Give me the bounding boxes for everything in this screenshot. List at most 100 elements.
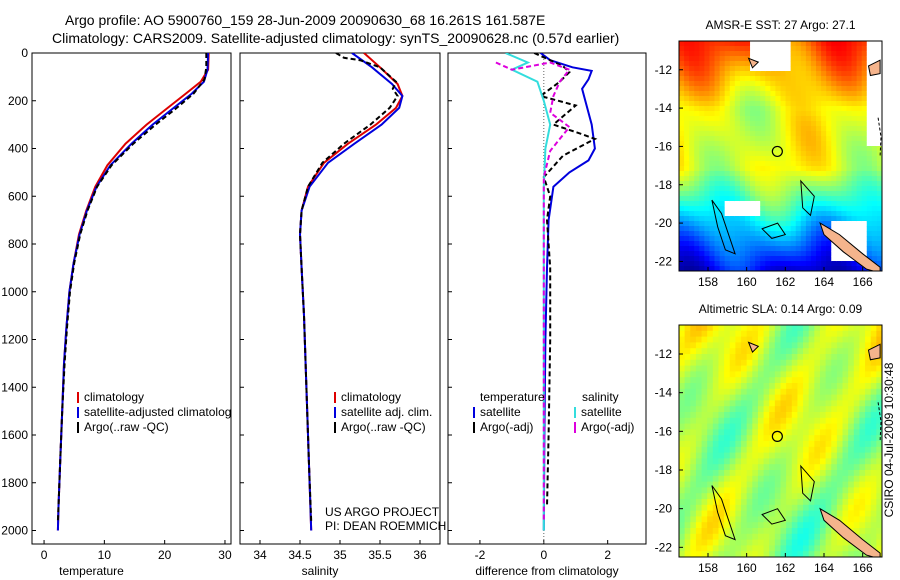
sst_map-heat-cell	[719, 86, 726, 92]
sst_map-heat-cell	[851, 151, 858, 157]
sst_map-heat-cell	[871, 201, 878, 207]
sla_map-heat-cell	[797, 470, 804, 477]
sla_map-heat-cell	[741, 330, 748, 337]
sst_map-heat-cell	[750, 71, 756, 77]
sla_map-heat-cell	[695, 325, 702, 332]
sla_map-heat-cell	[825, 458, 832, 465]
sst_map-heat-cell	[770, 86, 776, 92]
sla_map-heat-cell	[690, 522, 697, 529]
sst_map-heat-cell	[841, 206, 847, 212]
sst_map-heat-cell	[775, 116, 781, 122]
sst_map-heat-cell	[679, 261, 685, 267]
sla_map-heat-cell	[848, 545, 855, 552]
sla_map-heat-cell	[842, 487, 849, 494]
sla_map-heat-cell	[729, 342, 736, 349]
sst_map-heat-cell	[729, 261, 736, 267]
panel-temperature: 0 10 20 30020040060080010001200140016001800…	[1, 46, 232, 578]
sst_map-heat-cell	[709, 256, 715, 262]
sst_map-heat-cell	[724, 231, 731, 237]
sst_map-heat-cell	[775, 226, 781, 232]
sla_map-heat-cell	[707, 470, 714, 477]
sst_map-heat-cell	[861, 111, 868, 117]
sst_map-heat-cell	[876, 186, 883, 192]
temperature-xlabel: temperature	[59, 564, 124, 578]
sst_map-heat-cell	[734, 171, 741, 177]
sst_map-heat-cell	[714, 246, 720, 252]
sla_map-heat-cell	[695, 330, 702, 337]
sla_map-heat-cell	[684, 499, 691, 506]
sst_map-heat-cell	[724, 181, 731, 187]
sla_map-heat-cell	[797, 354, 804, 361]
sla_map-heat-cell	[746, 359, 753, 366]
sst_map-heat-cell	[861, 46, 868, 52]
sla_map-heat-cell	[876, 388, 883, 395]
sla_map-heat-cell	[825, 394, 832, 401]
sst_map-heat-cell	[750, 136, 756, 142]
sst_map-heat-cell	[851, 221, 858, 227]
sst_map-heat-cell	[704, 41, 710, 47]
sla_map-heat-cell	[724, 365, 731, 372]
sst_map-heat-cell	[755, 96, 761, 102]
sst_map-heat-cell	[846, 56, 852, 62]
difference-xtick-label: -2	[475, 548, 486, 562]
sst_map-heat-cell	[871, 226, 878, 232]
sst_map-heat-cell	[694, 66, 700, 72]
sst_map-heat-cell	[684, 101, 690, 107]
sst_map-heat-cell	[734, 76, 741, 82]
sst_map-heat-cell	[765, 156, 771, 162]
sla_map-heat-cell	[814, 441, 821, 448]
sla_map-heat-cell	[786, 388, 793, 395]
sla_map-heat-cell	[791, 446, 798, 453]
sst_map-heat-cell	[826, 211, 832, 217]
sst_map-heat-cell	[709, 111, 715, 117]
sla_map-heat-cell	[684, 359, 691, 366]
sla_map-heat-cell	[741, 394, 748, 401]
sst_map-heat-cell	[775, 111, 781, 117]
sst_map-heat-cell	[826, 251, 832, 257]
sst_map-heat-cell	[719, 176, 726, 182]
sla_map-heat-cell	[859, 412, 866, 419]
sst_map-heat-cell	[780, 156, 786, 162]
sla_map-heat-cell	[853, 435, 860, 442]
sla_map-heat-cell	[679, 470, 686, 477]
sst_map-heat-cell	[684, 121, 690, 127]
sla_map-heat-cell	[695, 475, 702, 482]
sst_map-heat-cell	[694, 141, 700, 147]
sst_map-heat-cell	[821, 51, 827, 57]
sst_map-heat-cell	[790, 151, 797, 157]
sst_map-heat-cell	[709, 216, 715, 222]
sst_map-heat-cell	[795, 221, 802, 227]
sst_map-heat-cell	[816, 166, 822, 172]
sst_map-heat-cell	[770, 191, 776, 197]
sst_map-heat-cell	[805, 66, 812, 72]
sst_map-heat-cell	[714, 241, 720, 247]
sst_map-heat-cell	[821, 101, 827, 107]
sla_map-heat-cell	[724, 336, 731, 343]
sla_map-heat-cell	[763, 551, 770, 558]
sst_map-heat-cell	[861, 136, 868, 142]
sst_map-heat-cell	[810, 246, 817, 252]
sst_map-heat-cell	[790, 96, 797, 102]
difference-series-salinity-argo-adj-	[495, 61, 572, 521]
sla_map-heat-cell	[712, 406, 719, 413]
sst_map-heat-cell	[836, 126, 842, 132]
sla_map-heat-cell	[695, 435, 702, 442]
sst_map-heat-cell	[785, 71, 792, 77]
sla_map-heat-cell	[735, 359, 742, 366]
sst_map-heat-cell	[689, 221, 695, 227]
sla_map-heat-cell	[724, 528, 731, 535]
sst_map-heat-cell	[785, 131, 792, 137]
sst_map-heat-cell	[719, 151, 726, 157]
sla_map-heat-cell	[679, 348, 686, 355]
sla_map-heat-cell	[780, 533, 787, 540]
sst_map-heat-cell	[684, 106, 690, 112]
sla_map-heat-cell	[724, 388, 731, 395]
sst_map-heat-cell	[704, 266, 710, 272]
sst_map-heat-cell	[734, 111, 741, 117]
sst_map-heat-cell	[689, 246, 695, 252]
sst_map-heat-cell	[704, 101, 710, 107]
sst_map-heat-cell	[810, 46, 817, 52]
sla_map-heat-cell	[825, 441, 832, 448]
sla_map-heat-cell	[865, 330, 872, 337]
